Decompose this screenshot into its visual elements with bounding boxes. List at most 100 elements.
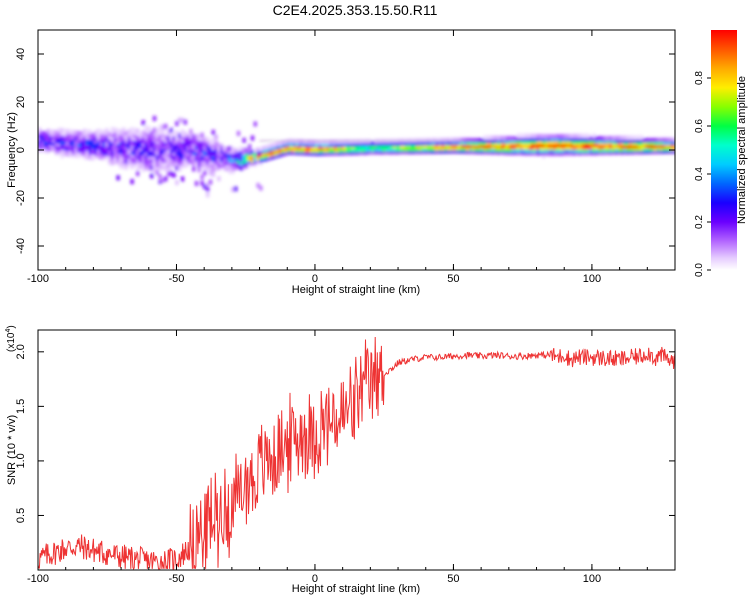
spectrogram-cell: [178, 158, 182, 164]
spectrogram-cell: [558, 148, 563, 153]
spectrogram-cell: [441, 149, 445, 154]
spectrogram-cell: [581, 139, 585, 144]
spectrogram-cell: [85, 140, 89, 146]
spectrogram-cell: [116, 134, 120, 139]
spectrogram-cell: [152, 115, 157, 121]
spectrogram-cell: [362, 141, 367, 147]
spectrogram-cell: [164, 138, 168, 143]
spectrogram-cell: [539, 142, 543, 148]
spectrogram-cell: [119, 149, 123, 155]
spectrogram-cell: [556, 148, 560, 154]
spectrogram-cell: [458, 146, 462, 151]
spectrogram-cell: [458, 140, 462, 145]
spectrogram-cell: [586, 136, 591, 141]
spectrogram-cell: [172, 156, 176, 162]
spectrogram-cell: [567, 151, 571, 156]
spectrogram-cell: [659, 146, 663, 151]
spectrogram-cell: [158, 124, 162, 130]
spectrogram-cell: [80, 151, 84, 156]
spectrogram-cell: [183, 134, 187, 140]
spectrogram-cell: [379, 144, 383, 149]
spectrogram-cell: [119, 143, 123, 149]
spectrogram-cell: [376, 147, 381, 152]
spectrogram-cell: [133, 162, 137, 167]
spectrogram-cell: [326, 151, 330, 156]
spectrogram-cell: [665, 137, 669, 143]
spectrogram-cell: [343, 139, 347, 144]
spectrogram-cell: [320, 142, 325, 148]
spectrogram-cell: [57, 145, 61, 150]
spectrogram-cell: [469, 140, 473, 146]
spectrogram-cell: [43, 148, 47, 154]
spectrogram-cell: [228, 166, 232, 172]
spectrogram-cell: [477, 149, 481, 155]
spectrogram-cell: [309, 148, 313, 153]
spectrogram-cell: [586, 142, 591, 147]
spectrogram-cell: [175, 139, 179, 144]
spectrogram-cell: [231, 155, 235, 160]
spectrogram-cell: [259, 158, 263, 163]
spectrogram-cell: [626, 144, 630, 149]
spectrogram-cell: [396, 144, 400, 149]
spectrogram-cell: [122, 156, 126, 161]
spectrogram-cell: [581, 148, 585, 153]
spectrogram-cell: [477, 138, 481, 143]
spectrogram-cell: [659, 149, 663, 154]
spectrogram-cell: [648, 149, 652, 154]
spectrogram-cell: [306, 142, 311, 147]
spectrogram-cell: [592, 147, 596, 153]
spectrogram-cell: [203, 157, 207, 162]
spectrogram-cell: [158, 165, 162, 170]
spectrogram-cell: [197, 153, 201, 159]
spectrogram-cell: [651, 146, 655, 152]
spectrogram-cell: [206, 157, 210, 162]
spectrogram-cell: [214, 146, 218, 151]
spectrogram-cell: [211, 140, 215, 145]
spectrogram-cell: [82, 134, 87, 140]
spectrogram-cell: [645, 140, 649, 146]
spectrogram-cell: [553, 151, 557, 156]
spectrogram-cell: [152, 169, 157, 174]
spectrogram-cell: [500, 147, 504, 152]
spectrogram-cell: [278, 141, 283, 146]
spectrogram-cell: [200, 174, 204, 180]
spectrogram-cell: [309, 142, 313, 147]
spectrogram-cell: [516, 139, 521, 144]
spectrogram-cell: [161, 142, 165, 148]
spectrogram-cell: [542, 145, 546, 151]
spectrogram-cell: [304, 148, 308, 153]
spectrogram-cell: [158, 168, 162, 173]
spectrogram-cell: [337, 139, 341, 144]
spectrogram-cell: [511, 136, 515, 141]
spectrogram-cell: [640, 146, 644, 152]
spectrogram-cell: [343, 142, 347, 147]
spectrogram-cell: [494, 144, 498, 149]
spectrogram-cell: [66, 140, 70, 146]
colorbar-tick-label: 0.2: [694, 215, 705, 229]
spectrogram-cell: [382, 147, 386, 152]
spectrogram-cell: [124, 136, 129, 142]
spectrogram-cell: [57, 127, 61, 133]
spectrogram-cell: [256, 147, 260, 152]
spectrogram-cell: [206, 162, 210, 168]
spectrogram-cell: [74, 153, 78, 158]
spectrogram-cell: [108, 131, 112, 137]
spectrogram-cell: [242, 165, 246, 170]
spectrogram-cell: [609, 135, 613, 141]
spectrogram-cell: [539, 151, 543, 156]
spectrogram-cell: [337, 142, 341, 147]
spectrogram-cell: [231, 152, 235, 157]
spectrogram-cell: [516, 133, 521, 138]
spectrogram-cell: [385, 149, 389, 155]
spectrogram-cell: [438, 140, 442, 145]
spectrogram-cell: [200, 136, 204, 142]
spectrogram-cell: [547, 140, 551, 145]
spectrogram-cell: [556, 151, 560, 156]
spectrogram-cell: [421, 143, 425, 149]
spectrogram-cell: [119, 164, 123, 169]
spectrogram-cell: [418, 140, 423, 146]
spectrogram-cell: [144, 148, 148, 153]
spectrogram-cell: [54, 141, 59, 147]
spectrogram-cell: [206, 160, 210, 165]
spectrogram-cell: [477, 143, 481, 149]
